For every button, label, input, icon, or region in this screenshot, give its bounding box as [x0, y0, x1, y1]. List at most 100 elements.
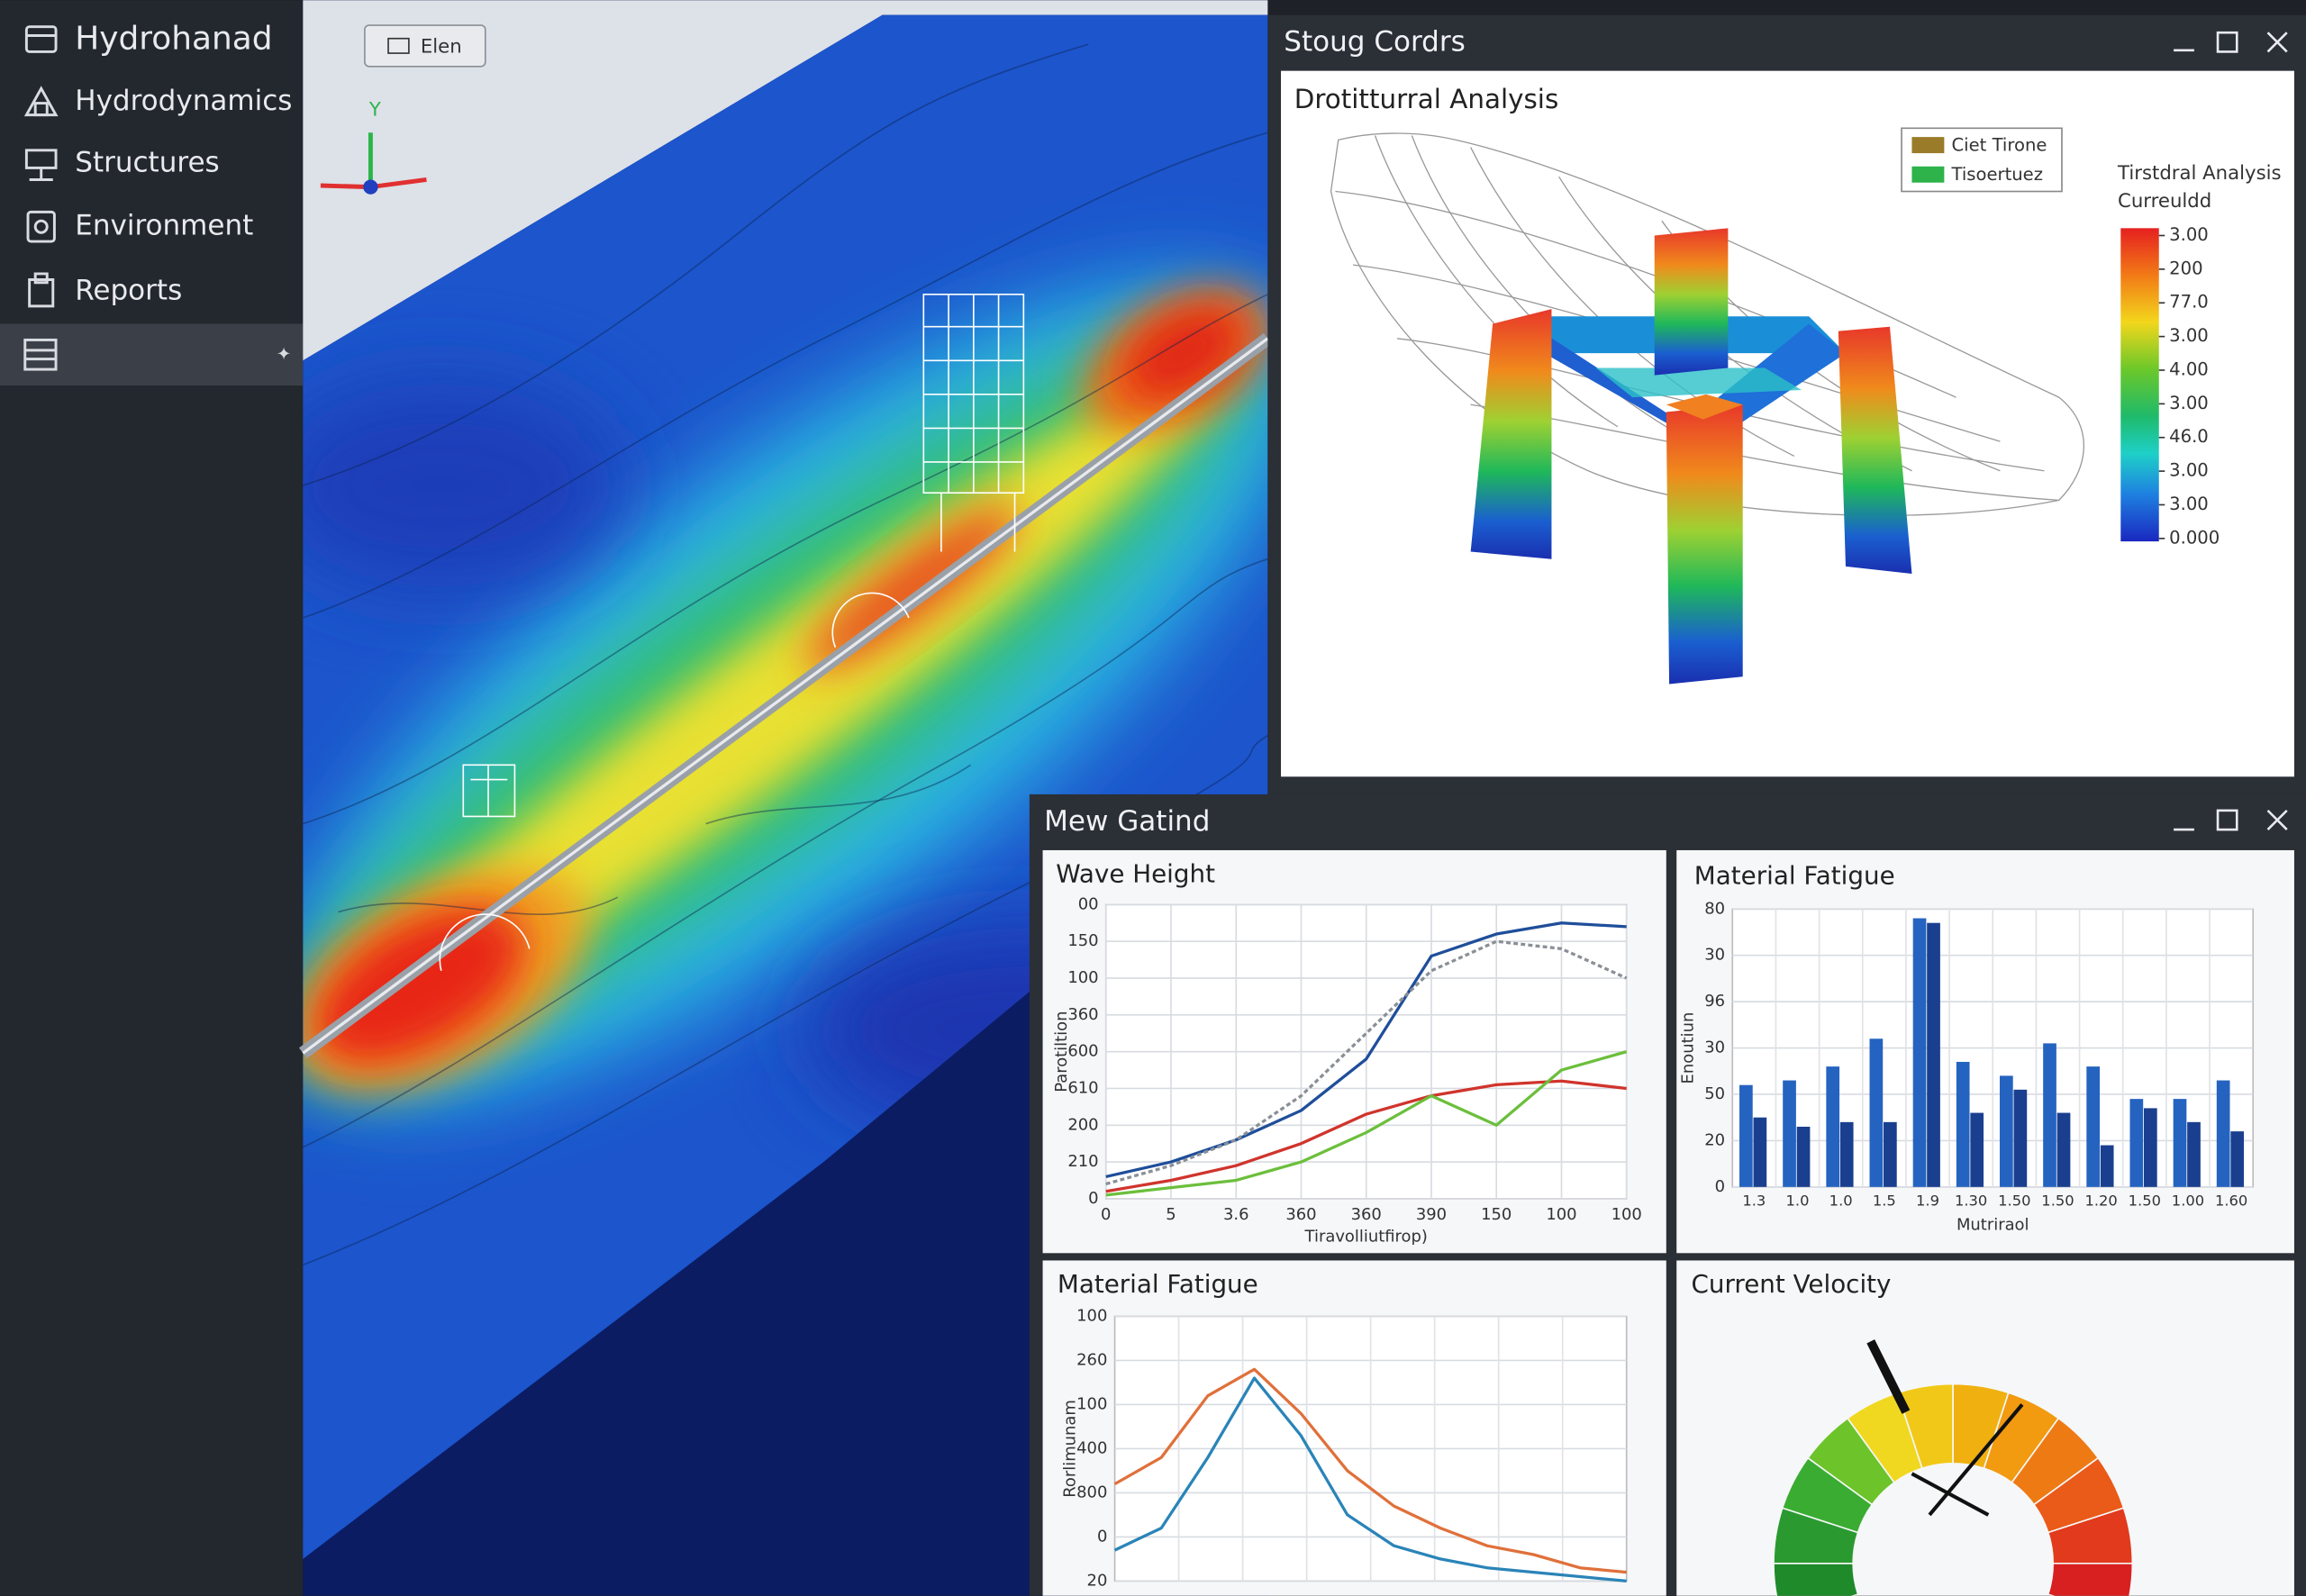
x-tick-label: 1.00: [2172, 1192, 2204, 1210]
y-tick-label: 30: [1704, 1038, 1725, 1057]
bar: [2230, 1131, 2245, 1187]
x-tick-label: 1.60: [2215, 1192, 2247, 1210]
x-tick-label: 1.0: [1829, 1192, 1853, 1210]
sidebar-item[interactable]: Hydrodynamics: [75, 85, 292, 117]
gauge-segment: [2047, 1562, 2134, 1596]
x-tick-label: 1.5: [1873, 1192, 1896, 1210]
x-tick-label: 3.6: [1223, 1205, 1249, 1224]
bar: [2000, 1075, 2013, 1187]
gauge: [1773, 1339, 2134, 1596]
colorbar-label: 3.00: [2169, 393, 2209, 413]
x-tick-label: 360: [1351, 1205, 1382, 1224]
bar: [1796, 1126, 1811, 1187]
y-tick-label: 360: [1067, 1005, 1098, 1024]
sidebar-item[interactable]: Environment: [75, 210, 253, 242]
bar: [2216, 1080, 2230, 1187]
legend-swatch: [1911, 137, 1945, 154]
gauge-needle: [1928, 1403, 2024, 1517]
y-axis-label: Rorlimunam: [1061, 1400, 1080, 1498]
bar: [2043, 1043, 2056, 1187]
y-tick-label: 400: [1076, 1438, 1107, 1457]
chart-title: Current Velocity: [1692, 1269, 1892, 1299]
frame-structure: [1470, 228, 1912, 685]
colorbar-label: 200: [2169, 258, 2202, 278]
y-tick-label: 210: [1067, 1152, 1098, 1171]
axis-gizmo: [320, 132, 427, 195]
y-tick-label: 610: [1067, 1078, 1098, 1097]
y-tick-label: 100: [1076, 1394, 1107, 1413]
bar: [2056, 1112, 2071, 1187]
colorbar-label: 3.00: [2169, 224, 2209, 245]
x-tick-label: 0: [1101, 1205, 1111, 1224]
legend-label: Tisoertuez: [1951, 164, 2043, 185]
bar: [2086, 1066, 2101, 1187]
y-tick-label: 150: [1067, 931, 1098, 950]
viewport-button[interactable]: [364, 24, 486, 68]
line-series: [1105, 939, 1628, 1186]
y-tick-label: 260: [1076, 1350, 1107, 1369]
x-tick-label: 1.50: [2129, 1192, 2161, 1210]
line-series: [1105, 1079, 1627, 1193]
bar: [2013, 1089, 2028, 1187]
y-tick-label: 00: [1078, 894, 1099, 913]
viewport-sky: [303, 0, 1268, 361]
window-title: Mew Gatind: [1044, 805, 1210, 838]
chart-title: Drotitturral Analysis: [1294, 84, 1559, 114]
x-tick-label: 360: [1285, 1205, 1316, 1224]
chart-title: Material Fatigue: [1058, 1269, 1258, 1299]
sidebar-item[interactable]: Hydrohanad: [75, 20, 272, 57]
chart-title: Material Fatigue: [1694, 860, 1895, 890]
colorbar-label: 4.00: [2169, 358, 2209, 379]
window-title: Stoug Cordrs: [1284, 26, 1465, 59]
line-series: [1105, 1050, 1628, 1197]
bar: [1753, 1117, 1767, 1187]
axis-label: Y: [368, 99, 381, 122]
chart-title: Wave Height: [1056, 859, 1215, 889]
bar: [2100, 1145, 2114, 1187]
window-controls[interactable]: [2174, 809, 2288, 831]
expand-icon[interactable]: ✦: [277, 343, 291, 364]
x-tick-label: 1.3: [1742, 1192, 1766, 1210]
y-tick-label: 30: [1704, 946, 1725, 965]
colorbar-label: 3.00: [2169, 494, 2209, 514]
y-tick-label: 50: [1704, 1084, 1725, 1103]
sidebar-active-row[interactable]: [0, 323, 304, 386]
colorbar-label: 77.0: [2169, 292, 2209, 313]
bar: [2187, 1121, 2201, 1187]
viewport-button-label[interactable]: Elen: [421, 36, 462, 59]
y-tick-label: 800: [1076, 1483, 1107, 1501]
colorbar-title: Curreuldd: [2118, 190, 2211, 213]
sidebar-item[interactable]: Structures: [75, 147, 219, 179]
colorbar-title: Tirstdral Analysis: [2117, 162, 2282, 185]
x-tick-label: 150: [1481, 1205, 1512, 1224]
x-tick-label: 1.50: [1998, 1192, 2030, 1210]
y-axis-label: Enoutiun: [1678, 1012, 1697, 1084]
x-tick-label: 1.0: [1786, 1192, 1810, 1210]
y-tick-label: 100: [1067, 968, 1098, 987]
gauge-segment: [1773, 1562, 1859, 1596]
x-tick-label: 1.50: [2041, 1192, 2074, 1210]
y-tick-label: 80: [1704, 899, 1725, 918]
x-axis-label: Tiravolliutfirop): [1304, 1227, 1428, 1246]
bar: [1970, 1112, 1984, 1187]
bar: [1783, 1080, 1796, 1187]
y-tick-label: 20: [1087, 1571, 1108, 1590]
y-tick-label: 600: [1067, 1042, 1098, 1061]
sidebar-item[interactable]: Reports: [75, 275, 182, 307]
y-tick-label: 0: [1097, 1527, 1107, 1546]
bar: [2144, 1108, 2157, 1187]
bar: [1927, 922, 1940, 1187]
y-tick-label: 0: [1088, 1189, 1098, 1208]
sidebar-icons: [23, 25, 59, 371]
gauge-marker: [1866, 1339, 1911, 1414]
line-series: [1113, 1367, 1627, 1574]
pipeline: [298, 332, 1272, 1059]
window-controls[interactable]: [2174, 31, 2288, 53]
y-tick-label: 100: [1076, 1307, 1107, 1326]
x-tick-label: 100: [1546, 1205, 1576, 1224]
colorbar-label: 3.00: [2169, 460, 2209, 481]
y-tick-label: 200: [1067, 1115, 1098, 1134]
legend-swatch: [1911, 166, 1945, 183]
colorbar-label: 0.000: [2169, 527, 2220, 548]
